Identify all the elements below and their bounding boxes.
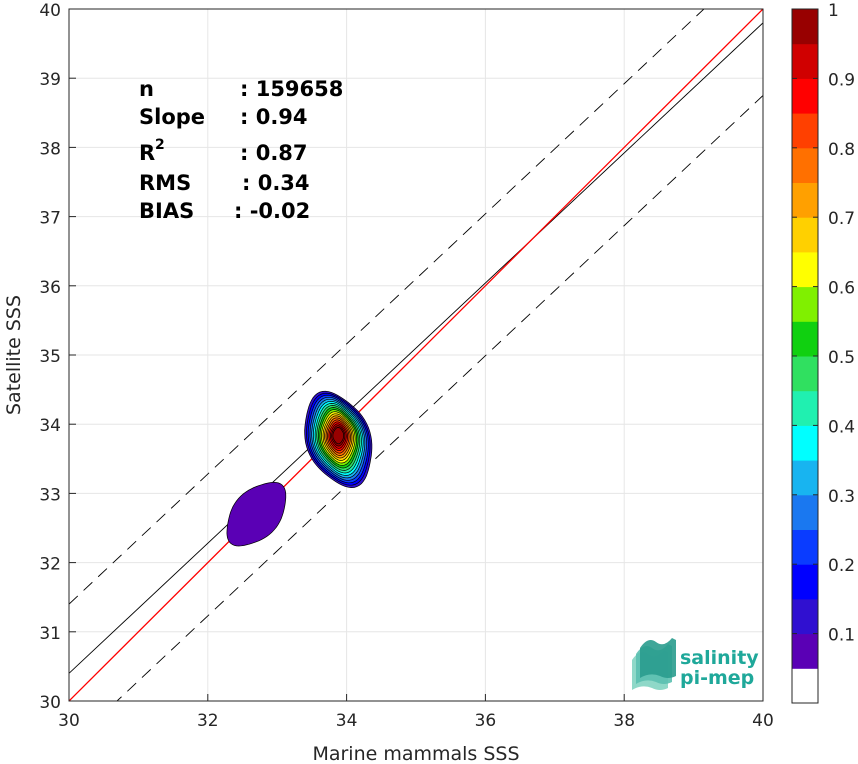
- colorbar-segment: [792, 9, 818, 45]
- stat-label: R: [139, 141, 155, 165]
- colorbar-segment: [792, 321, 818, 357]
- salinity-pimep-logo: salinity pi-mep: [632, 638, 759, 690]
- y-tick-label: 30: [39, 693, 61, 713]
- stat-label: RMS: [139, 171, 191, 195]
- stat-value: : 0.34: [242, 171, 310, 195]
- colorbar-label: 1: [828, 1, 839, 21]
- colorbar-segment: [792, 390, 818, 426]
- contour-level: [226, 481, 287, 547]
- y-tick-label: 35: [39, 347, 61, 367]
- x-tick-label: 40: [752, 711, 774, 731]
- colorbar-label: 0.4: [828, 417, 855, 437]
- colorbar-segment: [792, 147, 818, 183]
- y-tick-label: 37: [39, 209, 61, 229]
- stat-label: n: [139, 77, 154, 101]
- colorbar-label: 0.3: [828, 487, 855, 507]
- x-tick-label: 32: [197, 711, 219, 731]
- grid: [68, 8, 764, 702]
- colorbar-segment: [792, 43, 818, 79]
- colorbar-segment: [792, 286, 818, 322]
- y-tick-label: 39: [39, 70, 61, 90]
- colorbar-segment: [792, 78, 818, 114]
- logo-waves-icon: [632, 638, 676, 690]
- colorbar-label: 0.1: [828, 626, 855, 646]
- y-axis-label: Satellite SSS: [3, 295, 25, 415]
- reference-lines: [69, 9, 763, 701]
- stat-value: : 159658: [240, 77, 343, 101]
- y-axis: 30 31 32 33 34 35 36 37 38 39 40: [39, 1, 76, 713]
- y-tick-label: 32: [39, 555, 61, 575]
- colorbar-segment: [792, 633, 818, 669]
- colorbar-segment: [792, 425, 818, 461]
- x-axis-label: Marine mammals SSS: [312, 743, 519, 764]
- y-tick-label: 38: [39, 139, 61, 159]
- colorbar-label: 0.8: [828, 140, 855, 160]
- contour-level: [332, 427, 345, 445]
- density-contours: [226, 390, 373, 547]
- stat-value: : -0.02: [234, 199, 310, 223]
- y-tick-label: 40: [39, 1, 61, 21]
- colorbar-segment: [792, 217, 818, 253]
- colorbar-segment: [792, 251, 818, 288]
- colorbar-segment: [792, 529, 818, 565]
- y-tick-label: 36: [39, 278, 61, 298]
- x-tick-label: 30: [58, 711, 80, 731]
- x-tick-label: 36: [475, 711, 497, 731]
- colorbar-segment: [792, 564, 818, 600]
- logo-line1: salinity: [680, 647, 759, 669]
- colorbar-label: 0.5: [828, 348, 855, 368]
- colorbar: 0.1 0.2 0.3 0.4 0.5 0.6 0.7 0.8 0.9 1: [791, 1, 855, 704]
- colorbar-segment: [792, 460, 818, 496]
- y-tick-label: 33: [39, 485, 61, 505]
- y-tick-label: 34: [39, 416, 61, 436]
- colorbar-label: 0.2: [828, 556, 855, 576]
- fit-line: [69, 22, 763, 674]
- colorbar-segment: [792, 598, 818, 635]
- colorbar-label: 0.7: [828, 209, 855, 229]
- stats-annotation: n : 159658 Slope : 0.94 R 2 : 0.87 RMS : 0.34 BIA…: [139, 77, 343, 223]
- stat-label: Slope: [139, 105, 205, 129]
- identity-line: [69, 9, 763, 701]
- colorbar-label: 0.9: [828, 70, 855, 90]
- stat-value: : 0.87: [240, 141, 308, 165]
- y-tick-label: 31: [39, 624, 61, 644]
- colorbar-segment: [792, 494, 818, 530]
- stat-value: : 0.94: [240, 105, 308, 129]
- colorbar-label: 0.6: [828, 279, 855, 299]
- x-axis: 30 32 34 36 38 40: [58, 694, 774, 731]
- colorbar-segment: [792, 113, 818, 149]
- stat-superscript: 2: [155, 137, 165, 153]
- x-tick-label: 34: [336, 711, 358, 731]
- stat-label: BIAS: [139, 199, 194, 223]
- colorbar-segment: [792, 668, 818, 704]
- logo-line2: pi-mep: [680, 667, 754, 689]
- colorbar-segment: [792, 356, 818, 392]
- x-tick-label: 38: [613, 711, 635, 731]
- colorbar-segment: [792, 182, 818, 218]
